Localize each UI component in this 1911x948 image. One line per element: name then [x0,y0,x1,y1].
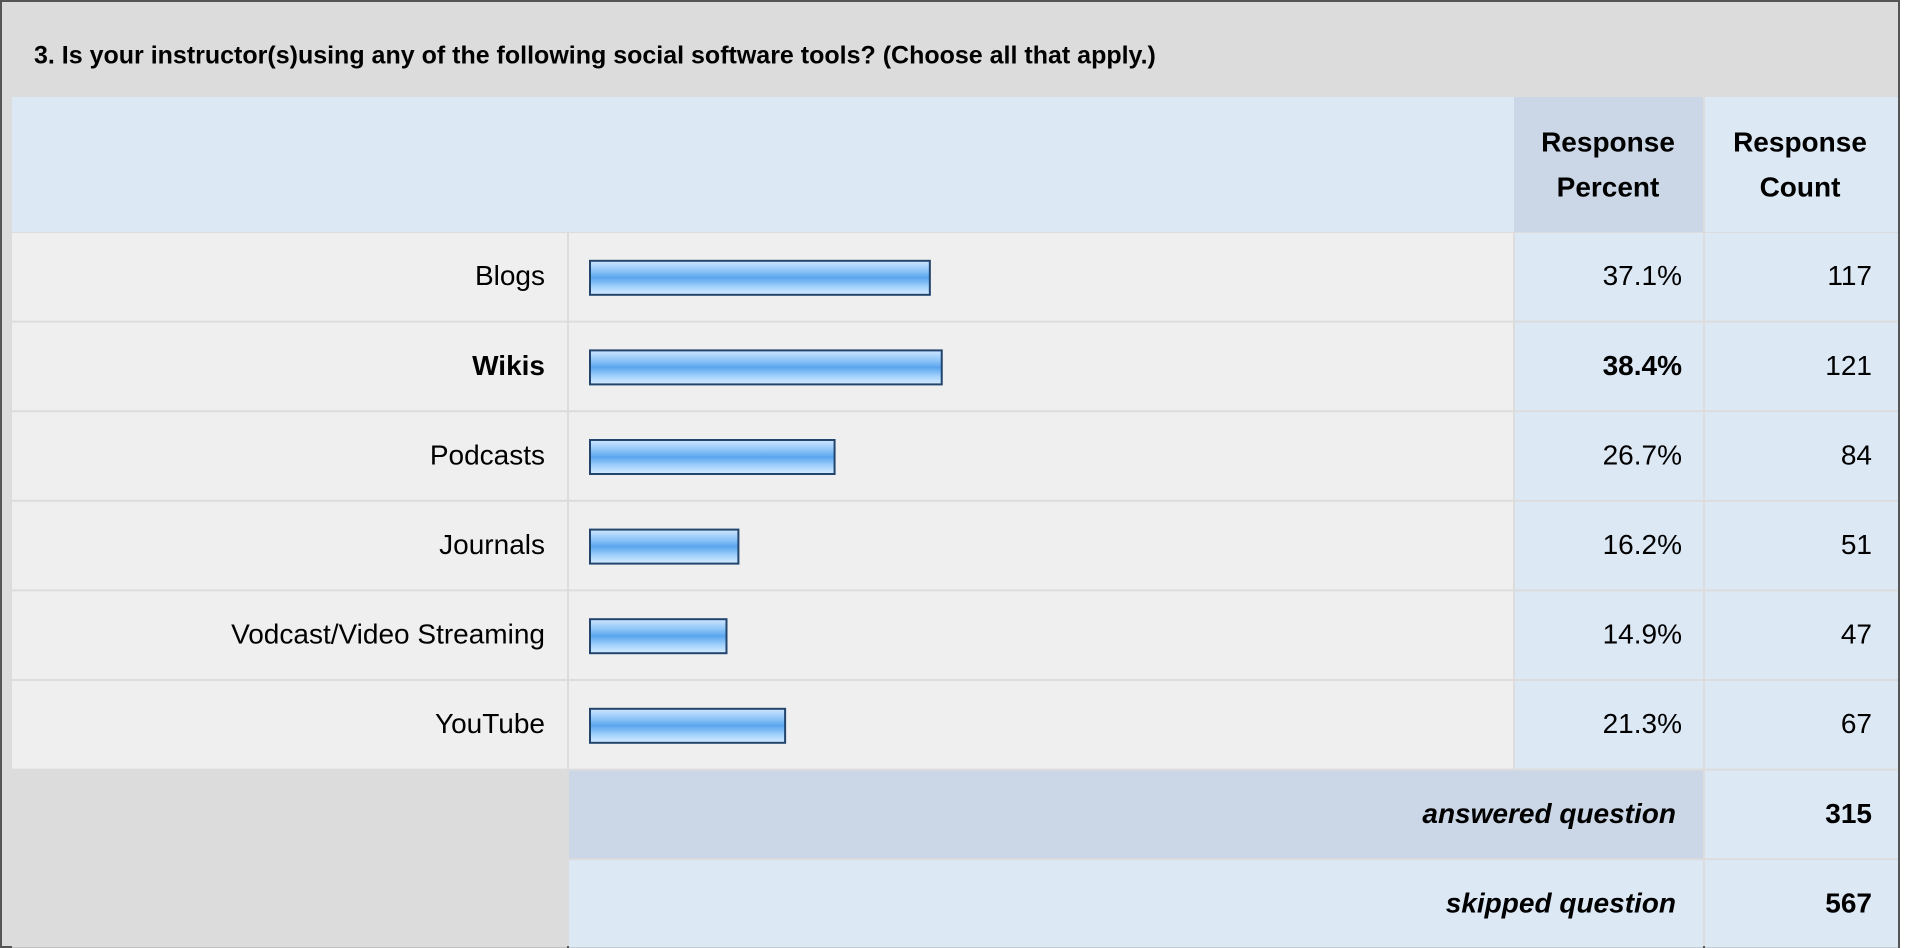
percent-cell [1515,681,1703,769]
percent-cell [1515,412,1703,500]
count-cell [1705,501,1898,590]
count-value: 67 [1841,708,1872,739]
row-label: Vodcast/Video Streaming [231,619,545,650]
header-blank [12,97,1514,232]
row-label: Journals [439,529,545,560]
label-cell [12,322,567,411]
label-cell [12,412,567,500]
label-cell [12,501,567,590]
summary-value-cell [1705,770,1898,859]
header-text: Percent [1557,171,1660,202]
percent-cell [1515,591,1703,679]
header-percent [1514,97,1703,232]
count-value: 121 [1825,350,1872,381]
percent-value: 26.7% [1603,439,1682,470]
summary-value-cell [1705,860,1898,948]
header-text: Count [1760,171,1841,202]
summary-label: answered question [1422,798,1676,829]
row-label: YouTube [435,708,545,739]
count-value: 47 [1841,619,1872,650]
bar [589,439,836,475]
row-label: Wikis [472,350,545,381]
percent-value: 16.2% [1603,529,1682,560]
percent-value: 21.3% [1603,708,1682,739]
count-cell [1705,681,1898,769]
count-value: 51 [1841,529,1872,560]
summary-value: 567 [1825,887,1872,918]
summary-blank [12,860,567,948]
summary-label-cell [569,860,1703,948]
question-title: 3. Is your instructor(s)using any of the… [34,42,1156,70]
count-cell [1705,322,1898,411]
summary-label: skipped question [1446,887,1676,918]
bar [589,259,931,296]
count-cell [1705,412,1898,500]
label-cell [12,681,567,769]
percent-cell [1515,501,1703,590]
count-cell [1705,591,1898,679]
percent-value: 14.9% [1603,619,1682,650]
bar [589,528,740,565]
bar [589,618,728,655]
percent-cell [1515,322,1703,411]
percent-value: 37.1% [1603,260,1682,291]
row-label: Podcasts [430,439,545,470]
summary-blank [12,770,567,859]
bar [589,707,787,744]
row-label: Blogs [475,260,545,291]
header-text: Response [1541,126,1675,157]
bar [589,349,943,386]
count-value: 117 [1827,260,1872,291]
summary-label-cell [569,770,1703,859]
header-text: Response [1733,126,1867,157]
count-value: 84 [1841,439,1872,470]
percent-cell [1515,233,1703,321]
count-cell [1705,233,1898,321]
percent-value: 38.4% [1603,350,1682,381]
label-cell [12,591,567,679]
summary-value: 315 [1825,798,1872,829]
label-cell [12,233,567,321]
header-count [1705,97,1898,232]
